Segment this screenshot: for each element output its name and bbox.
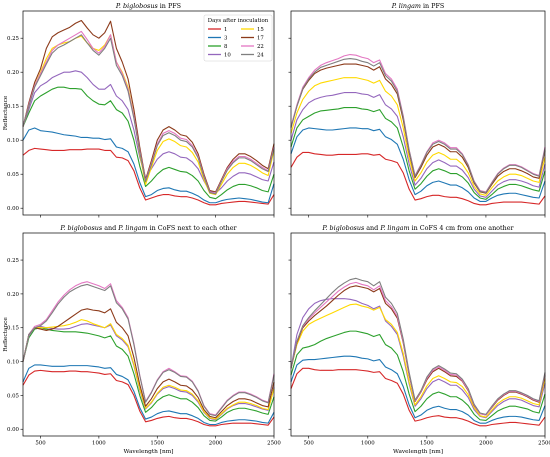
y-axis-label: Reflectance <box>3 95 9 130</box>
y-tick-label: 0.00 <box>7 427 20 433</box>
title-segment: in CoFS 4 cm from one another <box>410 224 515 232</box>
series-lines <box>22 281 275 427</box>
title-segment: and <box>364 224 380 232</box>
legend-label-22: 22 <box>257 44 264 50</box>
legend-label-1: 1 <box>224 27 227 33</box>
title-segment: in CoFS next to each other <box>148 224 238 232</box>
y-tick-label: 0.10 <box>7 138 20 144</box>
x-axis-label: Wavelength [nm] <box>393 449 443 455</box>
legend-label-10: 10 <box>224 52 231 58</box>
series-lines <box>22 19 275 206</box>
x-tick-label: 500 <box>35 441 46 447</box>
x-tick-label: 2500 <box>267 441 281 447</box>
x-axis-label: Wavelength [nm] <box>123 449 173 455</box>
panel-2: P. lingam in PFS <box>288 2 546 218</box>
title-segment: in PFS <box>421 2 444 10</box>
series-lines <box>290 277 546 427</box>
axes-frame <box>22 10 275 216</box>
series-line-15 <box>22 319 275 420</box>
title-segment: P. lingam <box>391 2 421 10</box>
series-line-8 <box>290 107 546 200</box>
series-line-1 <box>22 147 275 206</box>
series-line-17 <box>22 19 275 193</box>
axes-frame <box>290 10 546 216</box>
legend-box <box>203 14 273 62</box>
series-line-24 <box>22 34 275 195</box>
series-line-17 <box>290 63 546 194</box>
title-segment: P. lingam <box>117 224 147 232</box>
legend-label-3: 3 <box>224 35 228 41</box>
panel-title: P. biglobosus in PFS <box>115 2 181 10</box>
y-tick-label: 0.15 <box>7 326 20 332</box>
x-tick-label: 2500 <box>538 441 550 447</box>
series-line-1 <box>22 369 275 427</box>
x-tick-label: 1500 <box>150 441 164 447</box>
y-tick-label: 0.05 <box>7 172 20 178</box>
y-tick-label: 0.00 <box>7 206 20 212</box>
y-tick-label: 0.25 <box>7 258 20 264</box>
title-segment: P. biglobosus <box>59 224 103 232</box>
series-line-8 <box>22 86 275 200</box>
series-line-3 <box>290 127 546 202</box>
title-segment: and <box>102 224 118 232</box>
series-line-3 <box>22 364 275 426</box>
y-tick-label: 0.10 <box>7 359 20 365</box>
title-segment: P. biglobosus <box>321 224 365 232</box>
series-line-8 <box>290 330 546 421</box>
series-line-15 <box>22 34 275 196</box>
x-tick-label: 2000 <box>209 441 223 447</box>
panel-title: P. lingam in PFS <box>391 2 445 10</box>
panel-3: P. biglobosus and P. lingam in CoFS next… <box>3 224 281 455</box>
series-line-1 <box>290 151 546 206</box>
series-line-10 <box>290 92 546 198</box>
legend-title: Days after inoculation <box>208 18 269 24</box>
panel-4: P. biglobosus and P. lingam in CoFS 4 cm… <box>288 224 550 455</box>
series-line-17 <box>22 308 275 419</box>
y-tick-label: 0.15 <box>7 104 20 110</box>
legend-label-15: 15 <box>257 27 264 33</box>
series-line-10 <box>290 298 546 419</box>
series-line-15 <box>290 77 546 196</box>
y-tick-label: 0.25 <box>7 36 20 42</box>
legend-label-24: 24 <box>257 52 264 58</box>
y-axis-label: Reflectance <box>3 317 9 352</box>
title-segment: P. lingam <box>379 224 409 232</box>
panel-title: P. biglobosus and P. lingam in CoFS 4 cm… <box>321 224 514 232</box>
legend: Days after inoculation 1 3 8 10 15 17 22 24 <box>203 14 273 62</box>
x-tick-label: 1000 <box>361 441 375 447</box>
x-tick-label: 1000 <box>92 441 106 447</box>
series-line-3 <box>290 355 546 424</box>
legend-label-17: 17 <box>257 35 264 41</box>
series-lines <box>290 53 546 206</box>
y-tick-label: 0.20 <box>7 292 20 298</box>
series-line-15 <box>290 303 546 418</box>
title-segment: P. biglobosus <box>115 2 159 10</box>
x-tick-label: 2000 <box>479 441 493 447</box>
legend-label-8: 8 <box>224 44 228 50</box>
y-tick-label: 0.20 <box>7 70 20 76</box>
series-line-24 <box>22 283 275 417</box>
series-line-24 <box>290 58 546 194</box>
x-tick-label: 1500 <box>420 441 434 447</box>
panel-title: P. biglobosus and P. lingam in CoFS next… <box>59 224 237 232</box>
axes-frame <box>22 232 275 437</box>
axes-frame <box>290 232 546 437</box>
x-tick-label: 500 <box>304 441 315 447</box>
title-segment: in PFS <box>158 2 181 10</box>
series-line-8 <box>22 327 275 422</box>
panel-1: P. biglobosus in PFS 0.00 0.05 0.10 0.15 0.20… <box>3 2 275 218</box>
series-line-24 <box>290 277 546 415</box>
series-line-3 <box>22 127 275 204</box>
y-tick-label: 0.05 <box>7 393 20 399</box>
series-line-1 <box>290 367 546 427</box>
